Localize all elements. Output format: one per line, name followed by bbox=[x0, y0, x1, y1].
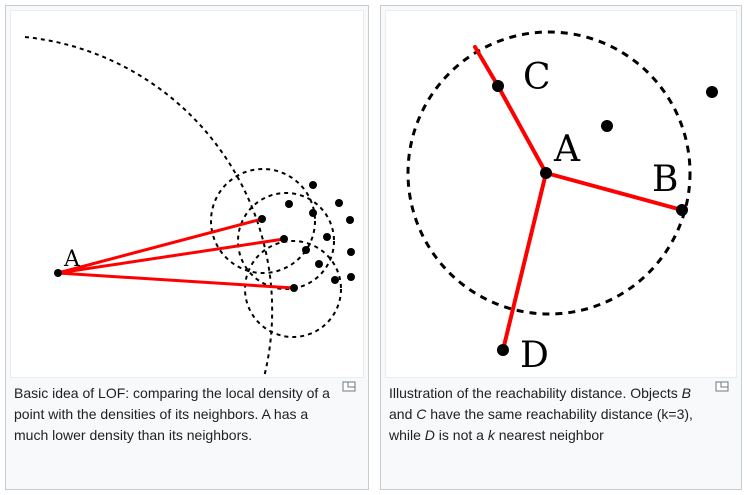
caption-part: is not a bbox=[434, 427, 488, 443]
point-c bbox=[492, 80, 504, 92]
point-a bbox=[540, 167, 552, 179]
cluster-point bbox=[335, 199, 343, 207]
point-a bbox=[54, 269, 62, 277]
point-a-label: A bbox=[63, 247, 81, 272]
edge-a-b bbox=[544, 171, 684, 212]
cluster-point bbox=[347, 248, 355, 256]
cluster-point bbox=[309, 209, 317, 217]
caption-part-italic: C bbox=[416, 406, 427, 422]
figure-reachability-distance: C A B D Illustration of the reachability… bbox=[380, 5, 742, 490]
caption-text: Basic idea of LOF: comparing the local d… bbox=[14, 385, 330, 443]
point-extra-inner bbox=[601, 120, 613, 132]
caption-part-italic: D bbox=[424, 427, 435, 443]
point-b bbox=[676, 204, 688, 216]
caption-part: have the same reachability distance (k=3… bbox=[389, 406, 693, 443]
figure-caption: Illustration of the reachability distanc… bbox=[389, 383, 711, 446]
caption-part-italic: B bbox=[681, 385, 691, 401]
figure-lof-basic: A Basic idea of LOF: comparing the local… bbox=[5, 5, 369, 490]
cluster-point bbox=[302, 246, 310, 254]
point-a-label: A bbox=[553, 129, 581, 170]
point-d bbox=[497, 344, 509, 356]
edge-c-boundary bbox=[473, 45, 500, 88]
edge-a-c bbox=[496, 84, 548, 175]
cluster-point bbox=[285, 200, 293, 208]
reachability-diagram-image[interactable]: C A B D bbox=[385, 10, 737, 378]
neighbor-circle-1 bbox=[210, 168, 316, 274]
cluster-point bbox=[323, 233, 331, 241]
neighbor-circle-2 bbox=[237, 192, 335, 290]
point-n1 bbox=[258, 215, 266, 223]
caption-part: and bbox=[389, 406, 417, 422]
cluster-point bbox=[331, 276, 339, 284]
cluster-point bbox=[346, 216, 354, 224]
edge-a-n3 bbox=[57, 271, 295, 290]
k-distance-circle bbox=[406, 30, 692, 316]
point-c-label: C bbox=[523, 57, 551, 98]
cluster-point bbox=[315, 260, 323, 268]
caption-part: Illustration of the reachability distanc… bbox=[389, 385, 682, 401]
point-n2 bbox=[280, 235, 288, 243]
edge-a-d bbox=[501, 171, 548, 352]
cluster-point bbox=[347, 273, 355, 281]
magnify-clip-icon[interactable] bbox=[715, 380, 729, 392]
edge-a-n2 bbox=[57, 237, 285, 275]
caption-part: nearest neighbor bbox=[494, 427, 604, 443]
figure-caption: Basic idea of LOF: comparing the local d… bbox=[14, 383, 338, 446]
large-dashed-arc bbox=[24, 36, 274, 377]
edge-a-n1 bbox=[57, 217, 263, 275]
cluster-point bbox=[309, 181, 317, 189]
point-b-label: B bbox=[652, 159, 678, 200]
neighbor-circle-3 bbox=[244, 240, 342, 338]
lof-diagram-image[interactable]: A bbox=[10, 10, 364, 378]
magnify-clip-icon[interactable] bbox=[342, 380, 356, 392]
caption-part-italic: k bbox=[487, 427, 495, 443]
point-extra-outer bbox=[706, 86, 718, 98]
point-d-label: D bbox=[520, 335, 549, 376]
point-n3 bbox=[290, 284, 298, 292]
